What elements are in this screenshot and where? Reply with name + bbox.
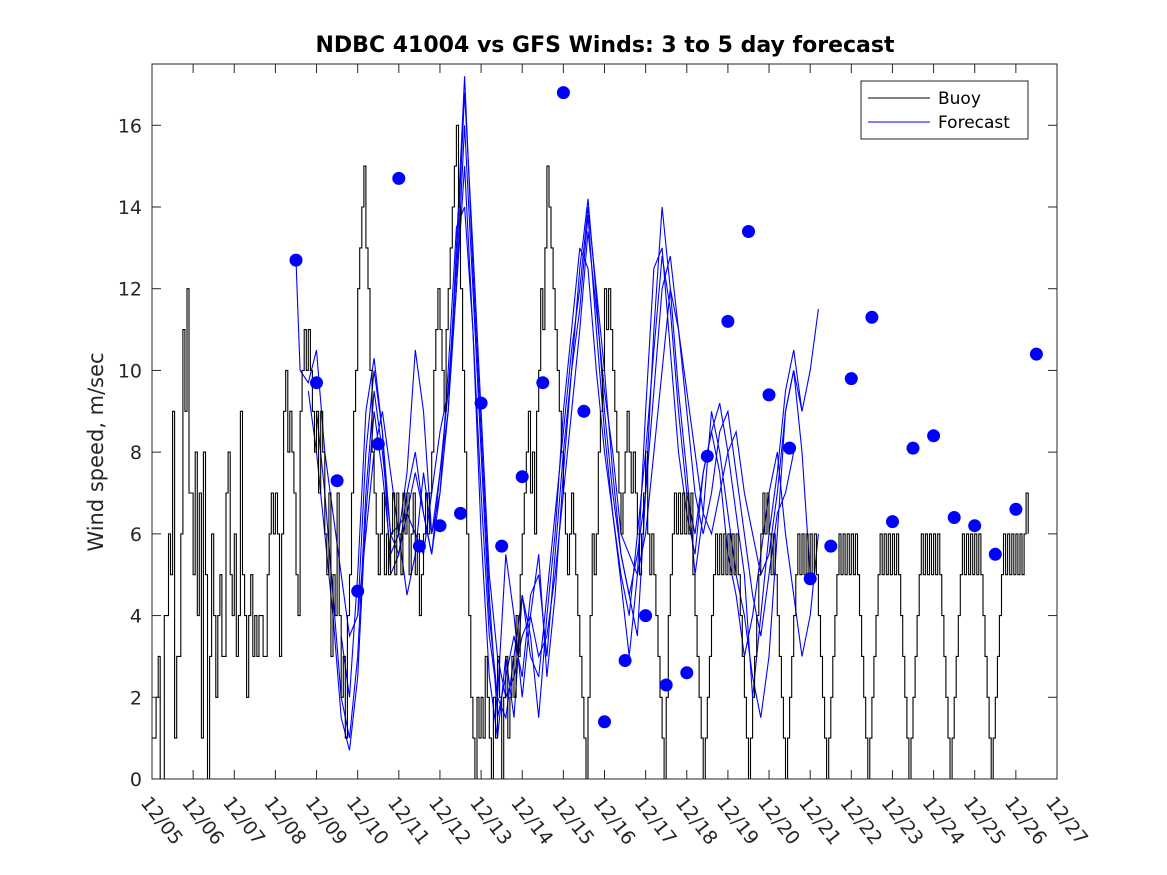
forecast-trace-5 xyxy=(307,206,819,751)
forecast-trace-2 xyxy=(315,125,795,739)
y-axis: 0 2 4 6 8 10 12 14 16 xyxy=(118,115,1057,791)
forecast-marker-13 xyxy=(536,376,550,390)
forecast-trace-3 xyxy=(340,76,819,718)
forecast-marker-17 xyxy=(618,654,632,667)
y-tick-label: 8 xyxy=(130,442,142,464)
forecast-trace-1 xyxy=(295,92,803,700)
forecast-marker-22 xyxy=(721,314,735,328)
forecast-marker-27 xyxy=(824,539,838,553)
forecast-marker-18 xyxy=(639,609,653,623)
forecast-markers xyxy=(289,86,1043,729)
y-tick-label: 2 xyxy=(130,687,142,709)
y-tick-label: 10 xyxy=(118,360,142,382)
y-tick-label: 14 xyxy=(118,197,142,219)
forecast-marker-6 xyxy=(392,171,406,185)
forecast-marker-34 xyxy=(968,519,982,533)
y-tick-label: 0 xyxy=(130,769,142,791)
forecast-marker-26 xyxy=(803,572,817,586)
legend-buoy-label: Buoy xyxy=(938,89,981,109)
y-tick-label: 4 xyxy=(130,606,142,628)
forecast-marker-8 xyxy=(433,519,447,533)
forecast-marker-35 xyxy=(988,547,1002,561)
legend-box xyxy=(860,80,1029,140)
forecast-marker-33 xyxy=(947,511,961,524)
forecast-marker-15 xyxy=(577,404,591,418)
forecast-marker-21 xyxy=(700,449,714,463)
forecast-marker-25 xyxy=(783,441,797,455)
forecast-marker-14 xyxy=(556,86,570,100)
forecast-marker-3 xyxy=(330,474,344,488)
forecast-marker-16 xyxy=(598,715,611,729)
forecast-marker-11 xyxy=(495,539,509,553)
forecast-marker-9 xyxy=(454,506,467,520)
y-tick-label: 6 xyxy=(130,524,142,546)
forecast-marker-4 xyxy=(351,584,365,598)
forecast-series xyxy=(295,76,819,751)
forecast-marker-7 xyxy=(412,539,426,553)
forecast-marker-28 xyxy=(844,372,858,386)
forecast-marker-10 xyxy=(474,396,488,410)
forecast-marker-24 xyxy=(762,388,776,402)
forecast-marker-31 xyxy=(906,441,920,455)
y-tick-label: 16 xyxy=(118,115,142,137)
forecast-marker-12 xyxy=(515,470,529,484)
forecast-marker-29 xyxy=(865,310,879,324)
chart-title: NDBC 41004 vs GFS Winds: 3 to 5 day fore… xyxy=(316,33,895,58)
legend-forecast-label: Forecast xyxy=(938,113,1010,133)
legend: Buoy Forecast xyxy=(860,80,1029,140)
forecast-marker-36 xyxy=(1009,502,1023,516)
forecast-marker-37 xyxy=(1029,347,1043,361)
y-tick-label: 12 xyxy=(118,279,142,301)
forecast-marker-5 xyxy=(371,437,385,451)
forecast-marker-20 xyxy=(680,666,694,680)
forecast-trace-4 xyxy=(357,166,811,718)
forecast-marker-2 xyxy=(310,376,323,390)
forecast-marker-19 xyxy=(659,678,673,692)
forecast-marker-23 xyxy=(742,225,755,238)
y-axis-label: Wind speed, m/sec xyxy=(84,352,108,551)
forecast-marker-1 xyxy=(289,253,303,267)
forecast-marker-30 xyxy=(886,515,899,529)
forecast-marker-32 xyxy=(927,429,941,443)
